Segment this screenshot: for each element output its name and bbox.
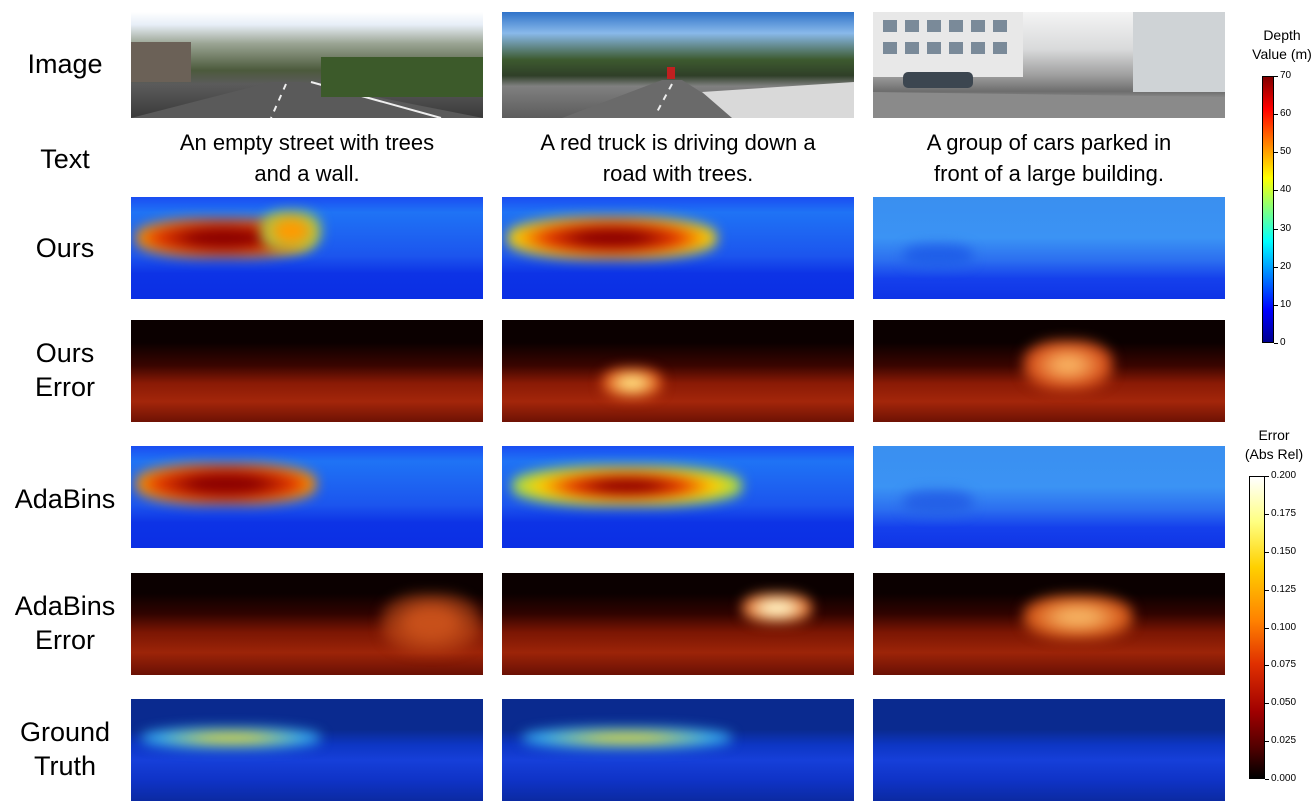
error-colorbar-tickmark — [1265, 779, 1269, 780]
adabins-error-col2 — [502, 573, 854, 675]
ours-depth-col1-mid-region — [261, 211, 321, 251]
adabins-error-col3-highlight — [1023, 595, 1133, 639]
ours-depth-col2-far-region — [507, 217, 717, 259]
depth-colorbar-tickmark — [1274, 229, 1278, 230]
caption-col1: An empty street with trees and a wall. — [131, 127, 483, 189]
depth-colorbar-tickmark — [1274, 76, 1278, 77]
error-colorbar-tick-label: 0.150 — [1271, 546, 1297, 557]
error-colorbar-tickmark — [1265, 703, 1269, 704]
row-label-ours-error: Ours Error — [0, 336, 130, 404]
ours-depth-col1 — [131, 197, 483, 299]
depth-colorbar-tick-label: 50 — [1280, 146, 1292, 157]
ours-depth-col2 — [502, 197, 854, 299]
row-label-ground-truth: Ground Truth — [0, 715, 130, 783]
error-colorbar-title-line1: Error — [1258, 427, 1290, 443]
error-colorbar-tick-label: 0.100 — [1271, 622, 1297, 633]
road-scene-graphic — [562, 67, 854, 118]
adabins-error-col3 — [873, 573, 1225, 675]
error-colorbar — [1249, 476, 1265, 779]
error-colorbar-tickmark — [1265, 552, 1269, 553]
depth-colorbar-tick-label: 0 — [1280, 337, 1286, 348]
depth-colorbar-tick-label: 20 — [1280, 261, 1292, 272]
depth-colorbar-tickmark — [1274, 152, 1278, 153]
row-label-image: Image — [27, 49, 103, 79]
caption-col2-line1: A red truck is driving down a — [540, 130, 816, 155]
depth-colorbar-title-line1: Depth — [1263, 27, 1301, 43]
error-colorbar-tick-label: 0.050 — [1271, 697, 1297, 708]
row-label-adabins-error: AdaBins Error — [0, 589, 130, 657]
adabins-depth-col2-far-region — [512, 466, 742, 506]
image-building — [873, 12, 1225, 118]
ground-truth-col2-far-points — [522, 727, 732, 749]
row-label-ours: Ours — [35, 233, 95, 263]
ours-error-col2-highlight — [602, 368, 662, 398]
ours-depth-col3-car-region — [903, 245, 973, 267]
depth-colorbar-tick-label: 10 — [1280, 299, 1292, 310]
row-label-text: Text — [40, 144, 90, 174]
ours-error-col3-highlight — [1023, 340, 1113, 390]
ours-error-col3 — [873, 320, 1225, 422]
depth-colorbar-tickmark — [1274, 114, 1278, 115]
error-colorbar-tick-label: 0.075 — [1271, 659, 1297, 670]
row-label-ground-truth-line2: Truth — [33, 751, 96, 781]
ground-truth-col2 — [502, 699, 854, 801]
depth-colorbar-tick-label: 60 — [1280, 108, 1292, 119]
image-road — [502, 12, 854, 118]
error-colorbar-tickmark — [1265, 665, 1269, 666]
row-label-ours-error-line1: Ours — [35, 338, 95, 368]
ground-truth-col1-far-points — [141, 727, 321, 749]
depth-colorbar-tick-label: 30 — [1280, 223, 1292, 234]
caption-col3-line2: front of a large building. — [934, 161, 1164, 186]
error-colorbar-tick-label: 0.200 — [1271, 470, 1297, 481]
depth-colorbar-tickmark — [1274, 305, 1278, 306]
ours-depth-col3 — [873, 197, 1225, 299]
caption-col2: A red truck is driving down a road with … — [502, 127, 854, 189]
caption-col2-line2: road with trees. — [602, 161, 754, 186]
adabins-error-col1 — [131, 573, 483, 675]
error-colorbar-tickmark — [1265, 514, 1269, 515]
error-colorbar-tick-label: 0.125 — [1271, 584, 1297, 595]
adabins-error-col1-wall — [381, 593, 481, 653]
depth-colorbar-title: Depth Value (m) — [1237, 26, 1312, 64]
ground-truth-col3 — [873, 699, 1225, 801]
depth-colorbar-tickmark — [1274, 343, 1278, 344]
error-colorbar-title-line2: (Abs Rel) — [1244, 446, 1304, 462]
adabins-depth-col3 — [873, 446, 1225, 548]
error-colorbar-title: Error (Abs Rel) — [1229, 426, 1312, 464]
row-label-ours-error-line2: Error — [35, 372, 95, 402]
adabins-depth-col3-car-region — [903, 491, 973, 515]
adabins-depth-col1 — [131, 446, 483, 548]
depth-colorbar-title-line2: Value (m) — [1252, 46, 1312, 62]
depth-colorbar-tickmark — [1274, 190, 1278, 191]
error-colorbar-tick-label: 0.000 — [1271, 773, 1297, 784]
depth-colorbar-tick-label: 40 — [1280, 184, 1292, 195]
error-colorbar-tickmark — [1265, 476, 1269, 477]
caption-col1-line2: and a wall. — [254, 161, 360, 186]
depth-colorbar-tick-label: 70 — [1280, 70, 1292, 81]
street-scene-graphic — [131, 42, 483, 118]
error-colorbar-tickmark — [1265, 590, 1269, 591]
row-label-ground-truth-line1: Ground — [19, 717, 111, 747]
adabins-error-col2-highlight — [742, 593, 812, 623]
adabins-depth-col1-far-region — [136, 464, 316, 504]
ground-truth-col1 — [131, 699, 483, 801]
depth-colorbar — [1262, 76, 1274, 343]
error-colorbar-tick-label: 0.025 — [1271, 735, 1297, 746]
row-label-adabins: AdaBins — [14, 484, 116, 514]
row-label-adabins-error-line2: Error — [35, 625, 95, 655]
image-street — [131, 12, 483, 118]
depth-colorbar-tickmark — [1274, 267, 1278, 268]
ours-error-col1 — [131, 320, 483, 422]
caption-col3: A group of cars parked in front of a lar… — [873, 127, 1225, 189]
row-label-adabins-error-line1: AdaBins — [14, 591, 116, 621]
ours-error-col2 — [502, 320, 854, 422]
building-scene-graphic — [873, 12, 1225, 118]
error-colorbar-tick-label: 0.175 — [1271, 508, 1297, 519]
caption-col1-line1: An empty street with trees — [179, 130, 435, 155]
error-colorbar-tickmark — [1265, 628, 1269, 629]
caption-col3-line1: A group of cars parked in — [926, 130, 1172, 155]
adabins-depth-col2 — [502, 446, 854, 548]
error-colorbar-tickmark — [1265, 741, 1269, 742]
